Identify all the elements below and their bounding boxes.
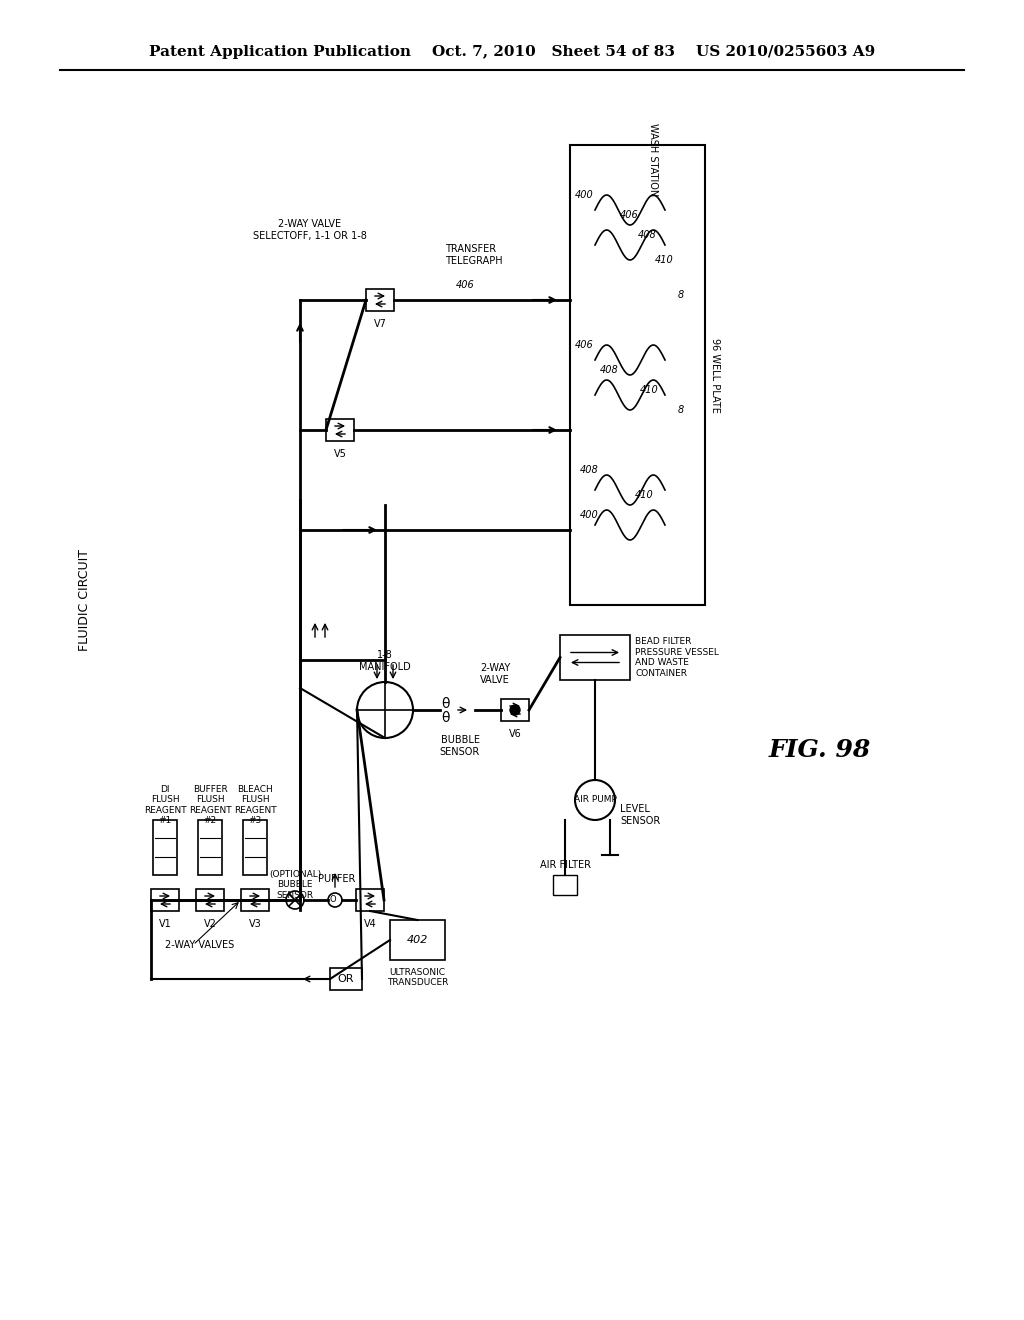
Text: WASH STATION: WASH STATION bbox=[647, 123, 657, 197]
Text: V4: V4 bbox=[364, 919, 377, 929]
Text: V3: V3 bbox=[249, 919, 261, 929]
Bar bbox=[390, 920, 445, 960]
Text: FIG. 98: FIG. 98 bbox=[769, 738, 871, 762]
Text: 2-WAY VALVES: 2-WAY VALVES bbox=[165, 940, 234, 950]
Bar bbox=[241, 888, 269, 911]
Text: Patent Application Publication    Oct. 7, 2010   Sheet 54 of 83    US 2010/02556: Patent Application Publication Oct. 7, 2… bbox=[148, 45, 876, 59]
Text: AIR FILTER: AIR FILTER bbox=[540, 861, 591, 870]
Circle shape bbox=[510, 705, 520, 715]
Text: LEVEL
SENSOR: LEVEL SENSOR bbox=[620, 804, 660, 826]
Text: 402: 402 bbox=[407, 935, 428, 945]
Text: 2-WAY VALVE
SELECTOFF, 1-1 OR 1-8: 2-WAY VALVE SELECTOFF, 1-1 OR 1-8 bbox=[253, 219, 367, 240]
Text: PUFFER: PUFFER bbox=[318, 874, 355, 884]
Text: 406: 406 bbox=[620, 210, 639, 220]
Text: 408: 408 bbox=[600, 366, 618, 375]
Bar bbox=[153, 820, 177, 875]
Text: 408: 408 bbox=[638, 230, 656, 240]
Text: V6: V6 bbox=[509, 729, 521, 739]
Text: θ: θ bbox=[440, 711, 450, 725]
Text: OR: OR bbox=[338, 974, 354, 983]
Bar bbox=[560, 635, 630, 680]
Bar bbox=[501, 700, 529, 721]
Bar bbox=[151, 888, 179, 911]
Text: V7: V7 bbox=[374, 319, 386, 329]
Bar bbox=[356, 888, 384, 911]
Text: ULTRASONIC
TRANSDUCER: ULTRASONIC TRANSDUCER bbox=[387, 968, 449, 987]
Bar bbox=[326, 418, 354, 441]
Bar bbox=[198, 820, 222, 875]
Bar bbox=[330, 968, 362, 990]
Text: 410: 410 bbox=[635, 490, 653, 500]
Text: BUFFER
FLUSH
REAGENT
#2: BUFFER FLUSH REAGENT #2 bbox=[188, 785, 231, 825]
Text: O: O bbox=[330, 895, 336, 904]
Text: 406: 406 bbox=[575, 341, 594, 350]
Bar bbox=[196, 888, 224, 911]
Text: BEAD FILTER
PRESSURE VESSEL
AND WASTE
CONTAINER: BEAD FILTER PRESSURE VESSEL AND WASTE CO… bbox=[635, 638, 719, 677]
Text: 2-WAY
VALVE: 2-WAY VALVE bbox=[480, 664, 510, 685]
Text: 8: 8 bbox=[678, 290, 684, 300]
Text: DI
FLUSH
REAGENT
#1: DI FLUSH REAGENT #1 bbox=[143, 785, 186, 825]
Text: AIR PUMP: AIR PUMP bbox=[573, 796, 616, 804]
Bar bbox=[553, 875, 577, 895]
Text: V5: V5 bbox=[334, 449, 346, 459]
Text: V2: V2 bbox=[204, 919, 216, 929]
Text: 406: 406 bbox=[456, 280, 474, 290]
Bar bbox=[243, 820, 267, 875]
Text: V1: V1 bbox=[159, 919, 171, 929]
Text: 8: 8 bbox=[678, 405, 684, 414]
Text: 408: 408 bbox=[580, 465, 599, 475]
Bar bbox=[570, 145, 705, 605]
Text: TRANSFER
TELEGRAPH: TRANSFER TELEGRAPH bbox=[445, 244, 503, 265]
Text: BUBBLE
SENSOR: BUBBLE SENSOR bbox=[440, 735, 480, 756]
Text: (OPTIONAL)
BUBBLE
SENSOR: (OPTIONAL) BUBBLE SENSOR bbox=[269, 870, 322, 900]
Text: 1-8
MANIFOLD: 1-8 MANIFOLD bbox=[359, 651, 411, 672]
Text: 400: 400 bbox=[575, 190, 594, 201]
Text: FLUIDIC CIRCUIT: FLUIDIC CIRCUIT bbox=[79, 549, 91, 651]
Text: BLEACH
FLUSH
REAGENT
#3: BLEACH FLUSH REAGENT #3 bbox=[233, 785, 276, 825]
Text: 400: 400 bbox=[580, 510, 599, 520]
Text: 96 WELL PLATE: 96 WELL PLATE bbox=[710, 338, 720, 412]
Bar bbox=[366, 289, 394, 312]
Text: 410: 410 bbox=[640, 385, 658, 395]
Text: θ: θ bbox=[440, 697, 450, 711]
Text: 410: 410 bbox=[655, 255, 674, 265]
